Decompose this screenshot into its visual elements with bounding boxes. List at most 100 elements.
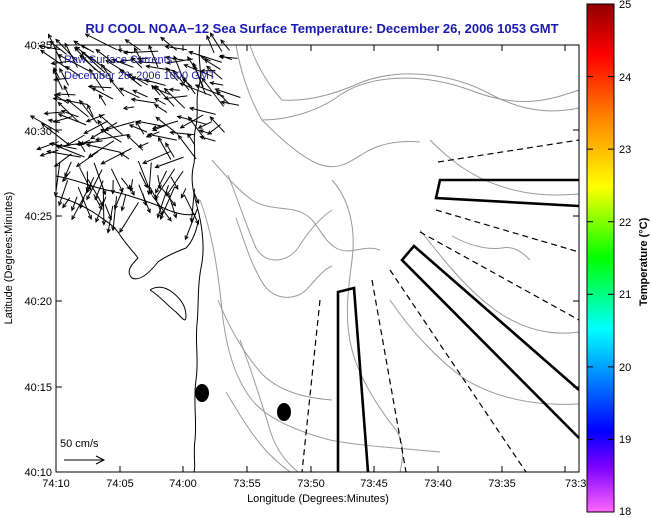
- current-vector: [156, 184, 169, 219]
- current-vector: [172, 69, 190, 91]
- current-vector: [179, 82, 212, 97]
- current-vector: [91, 87, 114, 100]
- current-vector: [119, 202, 139, 234]
- current-vector: [109, 78, 125, 97]
- shipping-lane-southeast: [400, 244, 580, 439]
- bathymetry-contour: [451, 235, 531, 261]
- current-vector: [78, 140, 86, 153]
- current-vector: [146, 162, 152, 196]
- y-tick-label: 40:30: [24, 126, 52, 138]
- temperature-colorbar: 25 24 23 22 21 20 19 18 Temperature (°C): [586, 0, 650, 518]
- current-vector: [199, 68, 216, 74]
- current-vector: [55, 38, 77, 61]
- current-vector: [64, 65, 81, 77]
- current-vector: [135, 120, 145, 135]
- current-vector: [86, 169, 103, 201]
- current-vector: [126, 134, 144, 151]
- shipping-lane-south: [336, 286, 370, 473]
- current-vector: [137, 59, 162, 65]
- current-vector: [154, 156, 184, 169]
- current-vector: [79, 54, 106, 78]
- bathymetry-contour: [239, 339, 299, 473]
- current-vector: [111, 196, 118, 232]
- current-vector: [119, 68, 142, 87]
- current-vector: [100, 63, 114, 82]
- current-vector: [118, 87, 140, 99]
- current-vector: [206, 34, 215, 54]
- current-vector: [145, 64, 176, 72]
- current-vector: [147, 132, 177, 141]
- bathymetry-contour: [249, 44, 580, 112]
- current-vector: [83, 120, 109, 134]
- colorbar-tick-label: 24: [619, 72, 631, 84]
- x-tick-label: 73:55: [233, 478, 261, 490]
- current-vector: [111, 58, 134, 68]
- current-vector: [155, 170, 168, 194]
- x-tick-label: 73:45: [360, 478, 388, 490]
- current-vector: [97, 119, 107, 133]
- current-vector: [36, 141, 59, 151]
- colorbar-tick-label: 22: [619, 217, 631, 229]
- current-vector: [163, 95, 188, 101]
- current-vector: [220, 100, 240, 106]
- current-vector: [129, 184, 135, 197]
- current-vector: [95, 196, 107, 223]
- surface-current-vectors: [29, 32, 241, 241]
- colorbar-ticks: [587, 3, 614, 513]
- x-tick-label: 74:05: [106, 478, 134, 490]
- current-vector: [168, 193, 178, 219]
- current-vector: [95, 48, 115, 64]
- current-vector: [84, 33, 118, 51]
- current-vector: [154, 84, 175, 107]
- current-vector: [165, 142, 175, 158]
- bathymetry-contour: [261, 119, 421, 168]
- current-vector: [87, 84, 112, 89]
- shipping-lane-east: [434, 178, 580, 208]
- colorbar-tick-label: 20: [619, 362, 631, 374]
- current-vector: [66, 98, 89, 118]
- shipping-lane-boundaries: [336, 178, 580, 473]
- current-vector: [52, 68, 63, 90]
- current-vector: [58, 180, 69, 207]
- current-vector: [120, 193, 127, 212]
- bathymetry-contour: [235, 217, 333, 298]
- current-vector: [214, 88, 241, 98]
- current-vector: [98, 93, 107, 106]
- current-vector: [38, 44, 61, 51]
- current-vector: [161, 187, 177, 207]
- bathymetry-contour: [429, 139, 580, 196]
- current-vector: [177, 134, 197, 160]
- current-vector: [127, 73, 148, 86]
- colorbar-gradient: [586, 3, 615, 513]
- current-vector: [130, 97, 157, 104]
- current-vector: [57, 113, 87, 126]
- colorbar-tick-label: 25: [619, 0, 631, 11]
- current-vector: [198, 129, 212, 135]
- y-tick-label: 40:25: [24, 211, 52, 223]
- current-vector: [63, 84, 70, 98]
- y-axis-tick-labels: 40:35 40:30 40:25 40:20 40:15 40:10: [24, 40, 52, 479]
- shipping-lane-dashed-line: [389, 269, 527, 473]
- current-vector: [71, 187, 90, 221]
- current-vector: [119, 152, 130, 160]
- colorbar-title: Temperature (°C): [638, 217, 650, 306]
- current-vector: [71, 196, 78, 212]
- plot-frame: [55, 44, 580, 473]
- current-vector: [47, 118, 61, 123]
- x-tick-label: 73:3: [565, 478, 586, 490]
- current-vector: [48, 142, 77, 150]
- current-vector: [169, 130, 196, 136]
- colorbar-tick-label: 23: [619, 144, 631, 156]
- current-vector: [101, 189, 107, 226]
- current-vector: [193, 64, 207, 95]
- current-vector: [85, 143, 121, 153]
- x-tick-label: 74:10: [42, 478, 70, 490]
- current-vector: [50, 60, 70, 66]
- shipping-lane-dashed-line: [301, 299, 321, 473]
- current-vector: [100, 128, 122, 143]
- current-vector: [209, 81, 224, 86]
- bathymetry-contour: [331, 179, 404, 473]
- current-vector: [90, 122, 118, 140]
- x-tick-label: 73:50: [297, 478, 325, 490]
